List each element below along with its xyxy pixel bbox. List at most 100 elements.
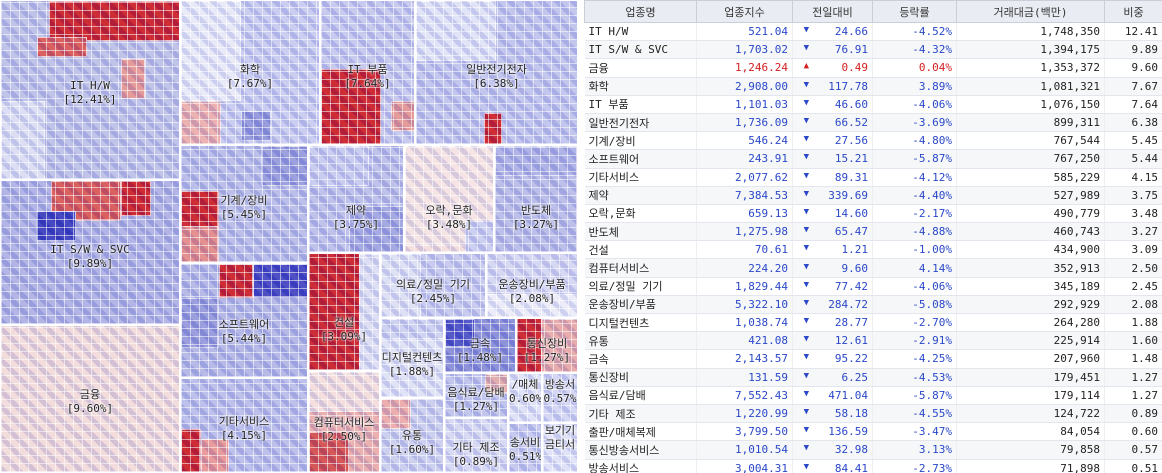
table-row[interactable]: 출판/매체복제 3,799.50 ▼ 136.59 -3.47% 84,054 0.60 xyxy=(584,422,1162,442)
cell-trading-value: 585,229 xyxy=(956,168,1105,187)
treemap-sector[interactable]: 송서비 0.51% xyxy=(508,423,542,473)
down-arrow-icon: ▼ xyxy=(803,261,809,272)
down-arrow-icon: ▼ xyxy=(803,352,809,363)
treemap-sector[interactable]: 보기기 금티서 xyxy=(542,423,578,473)
table-row[interactable]: 통신방송서비스 1,010.54 ▼ 32.98 3.13% 79,858 0.57 xyxy=(584,440,1162,460)
treemap-sector[interactable]: /매체 0.60% xyxy=(508,373,542,423)
cell-change: ▼ 1.21 xyxy=(792,240,873,260)
table-row[interactable]: 일반전기전자 1,736.09 ▼ 66.52 -3.69% 899,311 6.38 xyxy=(584,113,1162,133)
treemap-sector[interactable]: 운송장비/부품 [2.08%] xyxy=(486,253,578,318)
treemap-sector[interactable]: 음식료/담배 [1.27%] xyxy=(444,373,508,418)
change-value: 32.98 xyxy=(834,443,868,457)
table-row[interactable]: 제약 7,384.53 ▼ 339.69 -4.40% 527,989 3.75 xyxy=(584,186,1162,205)
change-value: 65.47 xyxy=(834,225,868,239)
cell-sector-index: 1,275.98 xyxy=(696,222,793,242)
table-row[interactable]: 소프트웨어 243.91 ▼ 15.21 -5.87% 767,250 5.44 xyxy=(584,149,1162,169)
change-value: 284.72 xyxy=(828,297,868,311)
treemap-sector[interactable]: 기타 제조 [0.89%] xyxy=(444,418,508,473)
cell-sector-name: IT 부품 xyxy=(584,95,697,114)
header-sector-name[interactable]: 업종명 xyxy=(584,0,697,23)
cell-sector-name: 건설 xyxy=(584,240,697,260)
cell-sector-index: 1,736.09 xyxy=(696,113,793,133)
treemap-sector[interactable]: 일반전기전자 [6.38%] xyxy=(415,0,578,145)
table-row[interactable]: 반도체 1,275.98 ▼ 65.47 -4.88% 460,743 3.27 xyxy=(584,222,1162,242)
cell-weight: 0.60 xyxy=(1104,422,1162,442)
header-change[interactable]: 전일대비 xyxy=(792,0,873,23)
treemap-sector[interactable]: IT 부품 [7.64%] xyxy=(320,0,415,145)
cell-change: ▼ 471.04 xyxy=(792,386,873,405)
change-value: 77.42 xyxy=(834,279,868,293)
table-row[interactable]: 오락,문화 659.13 ▼ 14.60 -2.17% 490,779 3.48 xyxy=(584,204,1162,224)
treemap-sector[interactable]: 기타서비스 [4.15%] xyxy=(180,378,308,473)
treemap-sector[interactable]: 컴퓨터서비스 [2.50%] xyxy=(308,371,380,473)
table-row[interactable]: 컴퓨터서비스 224.20 ▼ 9.60 4.14% 352,913 2.50 xyxy=(584,258,1162,278)
cell-weight: 1.27 xyxy=(1104,368,1162,387)
table-row[interactable]: 기타 제조 1,220.99 ▼ 58.18 -4.55% 124,722 0.89 xyxy=(584,404,1162,424)
cell-weight: 9.89 xyxy=(1104,40,1162,60)
table-row[interactable]: 건설 70.61 ▼ 1.21 -1.00% 434,900 3.09 xyxy=(584,240,1162,260)
treemap-sector[interactable]: 오락,문화 [3.48%] xyxy=(404,145,494,253)
cell-change-rate: -5.08% xyxy=(872,295,957,315)
cell-trading-value: 352,913 xyxy=(956,258,1105,278)
cell-weight: 0.89 xyxy=(1104,404,1162,424)
table-row[interactable]: 기타서비스 2,077.62 ▼ 89.31 -4.12% 585,229 4.15 xyxy=(584,168,1162,187)
cell-change: ▼ 28.77 xyxy=(792,313,873,333)
treemap-sector[interactable]: 제약 [3.75%] xyxy=(308,145,404,253)
table-row[interactable]: 방송서비스 3,004.31 ▼ 84.41 -2.73% 71,898 0.51 xyxy=(584,459,1162,473)
treemap-texture xyxy=(495,146,577,252)
cell-change-rate: -4.06% xyxy=(872,277,957,296)
header-change-rate[interactable]: 등락률 xyxy=(872,0,957,23)
cell-sector-index: 131.59 xyxy=(696,368,793,387)
treemap-sector[interactable]: IT S/W & SVC [9.89%] xyxy=(0,180,180,325)
down-arrow-icon: ▼ xyxy=(803,116,809,127)
cell-trading-value: 225,914 xyxy=(956,331,1105,351)
treemap-sector[interactable]: IT H/W [12.41%] xyxy=(0,0,180,180)
table-row[interactable]: 음식료/담배 7,552.43 ▼ 471.04 -5.87% 179,114 1.27 xyxy=(584,386,1162,405)
treemap-sector[interactable]: 반도체 [3.27%] xyxy=(494,145,578,253)
treemap-sector[interactable]: 건설 [3.09%] xyxy=(308,253,380,371)
treemap-sector[interactable]: 유통 [1.60%] xyxy=(380,398,444,473)
change-value: 27.56 xyxy=(834,134,868,148)
sector-treemap: IT H/W [12.41%] 화학 [7.67%] IT 부품 [7.64%] 일반전기전… xyxy=(0,0,578,473)
header-trading-value[interactable]: 거래대금(백만) xyxy=(956,0,1105,23)
cell-change: ▼ 14.60 xyxy=(792,204,873,224)
change-value: 15.21 xyxy=(834,152,868,166)
cell-change: ▼ 9.60 xyxy=(792,258,873,278)
cell-sector-name: 음식료/담배 xyxy=(584,386,697,405)
treemap-sector[interactable]: 화학 [7.67%] xyxy=(180,0,320,145)
cell-trading-value: 1,081,321 xyxy=(956,77,1105,96)
treemap-sector[interactable]: 기계/장비 [5.45%] xyxy=(180,145,308,263)
treemap-sector[interactable]: 방송서 0.57% xyxy=(542,373,578,423)
table-row[interactable]: 금융 1,246.24 ▲ 0.49 0.04% 1,353,372 9.60 xyxy=(584,58,1162,78)
table-row[interactable]: 통신장비 131.59 ▼ 6.25 -4.53% 179,451 1.27 xyxy=(584,368,1162,387)
cell-weight: 5.45 xyxy=(1104,131,1162,151)
treemap-sector[interactable]: 디지털컨텐츠 [1.88%] xyxy=(380,318,444,398)
cell-sector-index: 546.24 xyxy=(696,131,793,151)
treemap-sector[interactable]: 소프트웨어 [5.44%] xyxy=(180,263,308,378)
cell-trading-value: 179,114 xyxy=(956,386,1105,405)
sector-table-panel: 업종명 업종지수 전일대비 등락률 거래대금(백만) 비중 IT H/W 521.… xyxy=(584,0,1162,473)
table-row[interactable]: 유통 421.08 ▼ 12.61 -2.91% 225,914 1.60 xyxy=(584,331,1162,351)
header-weight[interactable]: 비중 xyxy=(1104,0,1162,23)
down-arrow-icon: ▼ xyxy=(803,206,809,217)
cell-sector-index: 2,143.57 xyxy=(696,349,793,369)
treemap-texture xyxy=(487,254,577,317)
table-row[interactable]: IT 부품 1,101.03 ▼ 46.60 -4.06% 1,076,150 7.64 xyxy=(584,95,1162,114)
table-row[interactable]: 화학 2,908.00 ▼ 117.78 3.89% 1,081,321 7.67 xyxy=(584,77,1162,96)
table-row[interactable]: IT H/W 521.04 ▼ 24.66 -4.52% 1,748,350 12.41 xyxy=(584,22,1162,42)
down-arrow-icon: ▼ xyxy=(803,43,809,54)
cell-sector-index: 1,101.03 xyxy=(696,95,793,114)
table-row[interactable]: 금속 2,143.57 ▼ 95.22 -4.25% 207,960 1.48 xyxy=(584,349,1162,369)
treemap-sector[interactable]: 금융 [9.60%] xyxy=(0,325,180,473)
table-row[interactable]: 운송장비/부품 5,322.10 ▼ 284.72 -5.08% 292,929 2.08 xyxy=(584,295,1162,315)
treemap-sector[interactable]: 의료/정밀 기기 [2.45%] xyxy=(380,253,486,318)
cell-trading-value: 345,189 xyxy=(956,277,1105,296)
header-sector-index[interactable]: 업종지수 xyxy=(696,0,793,23)
treemap-sector[interactable]: 통신장비 [1.27%] xyxy=(516,318,578,373)
table-row[interactable]: IT S/W & SVC 1,703.02 ▼ 76.91 -4.32% 1,394,17… xyxy=(584,40,1162,60)
table-row[interactable]: 기계/장비 546.24 ▼ 27.56 -4.80% 767,544 5.45 xyxy=(584,131,1162,151)
table-row[interactable]: 디지털컨텐츠 1,038.74 ▼ 28.77 -2.70% 264,280 1.88 xyxy=(584,313,1162,333)
table-row[interactable]: 의료/정밀 기기 1,829.44 ▼ 77.42 -4.06% 345,189 2.45 xyxy=(584,277,1162,296)
treemap-sector[interactable]: 금속 [1.48%] xyxy=(444,318,516,373)
cell-sector-index: 659.13 xyxy=(696,204,793,224)
